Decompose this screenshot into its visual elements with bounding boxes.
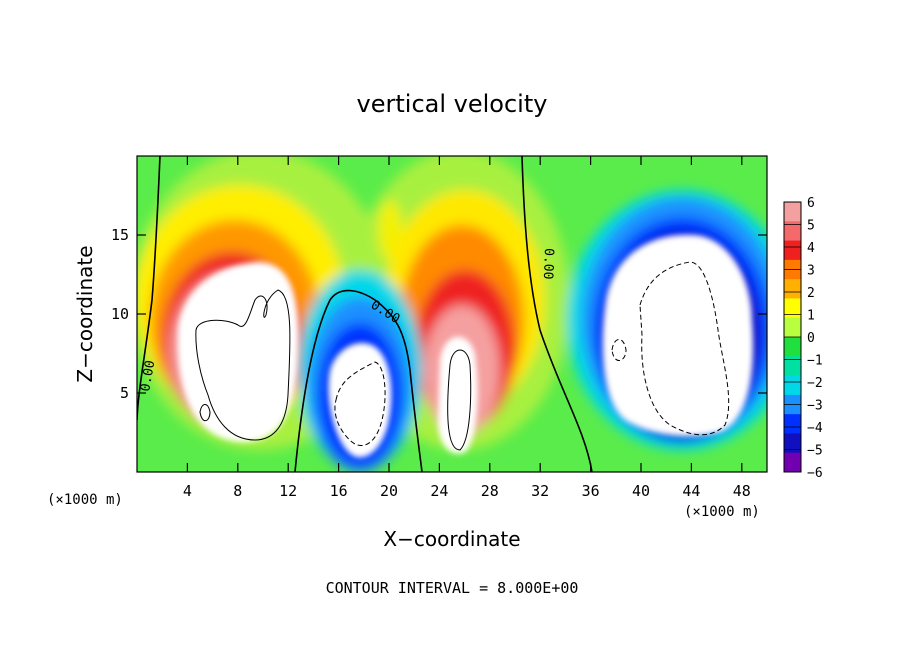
colorbar-swatch: [784, 337, 801, 357]
y-tick-label: 15: [111, 226, 129, 244]
colorbar-swatch: [784, 375, 801, 396]
updraft-core: [177, 262, 299, 442]
colorbar-swatch: [784, 317, 801, 338]
contour-line: [199, 404, 211, 422]
x-tick-label: 8: [233, 482, 242, 500]
x-unit-left: (×1000 m): [47, 492, 123, 508]
zero-contour-line: [521, 156, 593, 472]
x-unit-right: (×1000 m): [684, 504, 760, 520]
x-axis-label: X−coordinate: [383, 527, 520, 551]
downdraft-core: [328, 342, 392, 458]
x-tick-label: 24: [430, 482, 448, 500]
colorbar-swatch: [784, 433, 801, 454]
downdraft-core: [602, 234, 754, 436]
dashed-contour-line: [611, 339, 627, 361]
colorbar-swatch: [784, 202, 801, 222]
colorbar-label: 5: [807, 219, 815, 234]
contour-label: 0.00: [540, 248, 556, 280]
colorbar-label: 4: [807, 241, 815, 256]
colorbar-label: −6: [807, 466, 823, 481]
colorbar-label: −4: [807, 421, 823, 436]
colorbar-label: 1: [807, 309, 815, 324]
colorbar-label: 6: [807, 196, 815, 211]
colorbar-swatch: [784, 414, 801, 434]
x-axis: 4 8 12 16 20 24 28 32 36 40 44 48: [183, 156, 751, 500]
x-tick-label: 44: [682, 482, 700, 500]
colorbar: 6 5 4 3 2 1 0 −1 −2 −3 −4 −5 −6: [783, 196, 823, 481]
x-tick-label: 48: [733, 482, 751, 500]
updraft-core: [438, 336, 478, 454]
colorbar-swatch: [784, 298, 801, 319]
contour-line: [447, 349, 472, 451]
dashed-contour-line: [334, 361, 386, 446]
x-tick-label: 28: [481, 482, 499, 500]
x-tick-label: 40: [632, 482, 650, 500]
y-tick-label: 5: [120, 384, 129, 402]
colorbar-swatch: [784, 452, 801, 473]
x-tick-label: 16: [330, 482, 348, 500]
x-tick-label: 36: [582, 482, 600, 500]
contour-label: 0.00: [138, 359, 158, 392]
x-tick-label: 32: [531, 482, 549, 500]
colorbar-label: 3: [807, 264, 815, 279]
plot-area: 0.00 0.00 0.00: [137, 156, 767, 472]
contour-interval-text: CONTOUR INTERVAL = 8.000E+00: [326, 579, 579, 597]
colorbar-swatch: [784, 356, 801, 377]
colorbar-label: −5: [807, 444, 823, 459]
colorbar-swatch: [784, 240, 801, 261]
zero-contour-line: [137, 156, 161, 421]
zero-contour-line: [294, 289, 423, 472]
contour-line: [195, 289, 291, 441]
x-tick-label: 12: [279, 482, 297, 500]
x-tick-label: 4: [183, 482, 192, 500]
y-tick-label: 10: [111, 305, 129, 323]
y-axis: 5 10 15: [111, 226, 767, 402]
colorbar-label: 2: [807, 286, 815, 301]
colorbar-swatch: [784, 221, 801, 242]
y-axis-label: Z−coordinate: [73, 245, 97, 382]
colorbar-label: −3: [807, 399, 823, 414]
colorbar-label: −2: [807, 376, 823, 391]
chart-title: vertical velocity: [357, 90, 548, 118]
colorbar-label: 0: [807, 331, 815, 346]
colorbar-swatch: [784, 279, 801, 299]
colorbar-label: −1: [807, 354, 823, 369]
x-tick-label: 20: [380, 482, 398, 500]
